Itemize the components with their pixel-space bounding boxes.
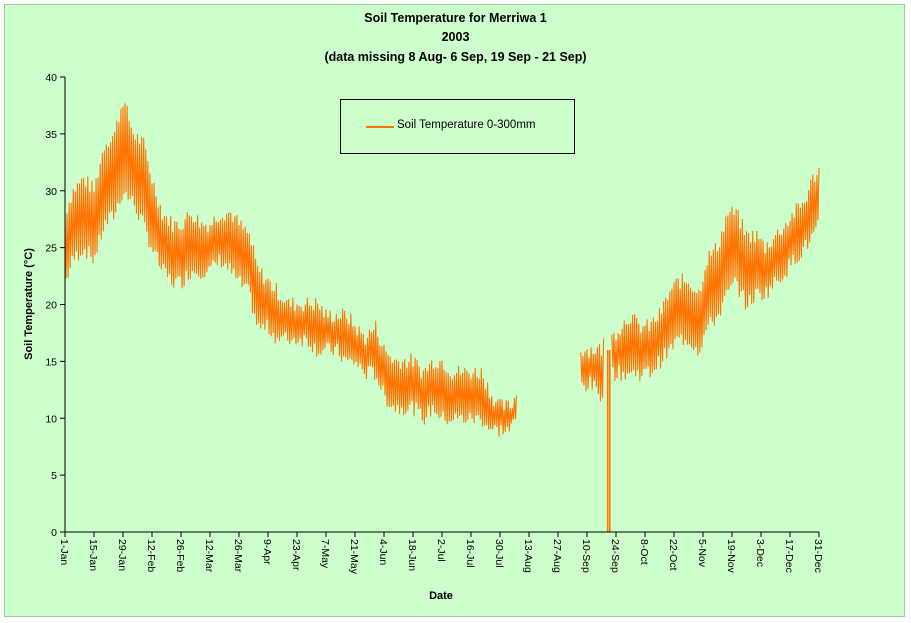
x-tick-label: 17-Dec (783, 539, 795, 573)
x-tick-label: 9-Apr (261, 539, 273, 565)
y-tick-group: 0 5 10 15 20 25 30 35 40 (45, 72, 65, 539)
y-tick-label: 10 (45, 413, 57, 425)
x-tick-label: 24-Sep (609, 539, 621, 573)
x-tick-label: 30-Jul (493, 539, 505, 568)
x-tick-label: 1-Jan (58, 539, 70, 565)
y-axis-title: Soil Temperature (°C) (23, 248, 35, 360)
legend: Soil Temperature 0-300mm (340, 99, 575, 154)
x-tick-label: 21-May (348, 539, 360, 575)
y-tick-label: 30 (45, 186, 57, 198)
x-tick-label: 18-Jun (406, 539, 418, 571)
series-line-segment-2 (611, 167, 820, 382)
y-tick-label: 35 (45, 129, 57, 141)
x-tick-label: 16-Jul (464, 539, 476, 568)
x-axis-title: Date (429, 590, 453, 602)
y-tick-label: 15 (45, 356, 57, 368)
x-tick-label: 27-Aug (551, 539, 563, 573)
x-tick-label: 26-Mar (232, 539, 244, 573)
x-tick-label: 26-Feb (174, 539, 186, 572)
x-tick-label: 19-Nov (725, 539, 737, 574)
x-tick-label: 4-Jun (377, 539, 389, 565)
x-tick-label: 31-Dec (812, 539, 824, 573)
chart-subtitle-note: (data missing 8 Aug- 6 Sep, 19 Sep - 21 … (324, 50, 587, 64)
x-tick-label: 22-Oct (667, 539, 679, 571)
legend-swatch (366, 126, 394, 128)
chart-title: Soil Temperature for Merriwa 1 (364, 11, 547, 25)
y-tick-label: 20 (45, 300, 57, 312)
x-tick-label: 12-Mar (203, 539, 215, 573)
y-tick-label: 0 (51, 527, 57, 539)
y-tick-label: 25 (45, 243, 57, 255)
y-tick-label: 5 (51, 470, 57, 482)
y-tick-label: 40 (45, 72, 57, 84)
x-tick-label: 12-Feb (145, 539, 157, 572)
x-tick-label: 15-Jan (87, 539, 99, 571)
x-tick-label: 10-Sep (580, 539, 592, 573)
series-group (64, 103, 820, 532)
x-tick-group: 1-Jan 15-Jan 29-Jan 12-Feb 26-Feb 12-Mar 26-Ma… (58, 532, 824, 575)
x-tick-label: 5-Nov (696, 539, 708, 568)
chart-subtitle-year: 2003 (441, 30, 470, 44)
x-tick-label: 8-Oct (638, 539, 650, 565)
chart-area (4, 4, 905, 617)
x-tick-label: 7-May (319, 539, 331, 569)
legend-label: Soil Temperature 0-300mm (397, 119, 536, 131)
x-tick-label: 3-Dec (754, 539, 766, 567)
series-line-segment-1 (580, 338, 605, 402)
x-tick-label: 2-Jul (435, 539, 447, 562)
x-tick-label: 29-Jan (116, 539, 128, 571)
x-tick-label: 23-Apr (290, 539, 302, 571)
x-tick-label: 13-Aug (522, 539, 534, 573)
series-line-segment-0 (64, 103, 518, 437)
